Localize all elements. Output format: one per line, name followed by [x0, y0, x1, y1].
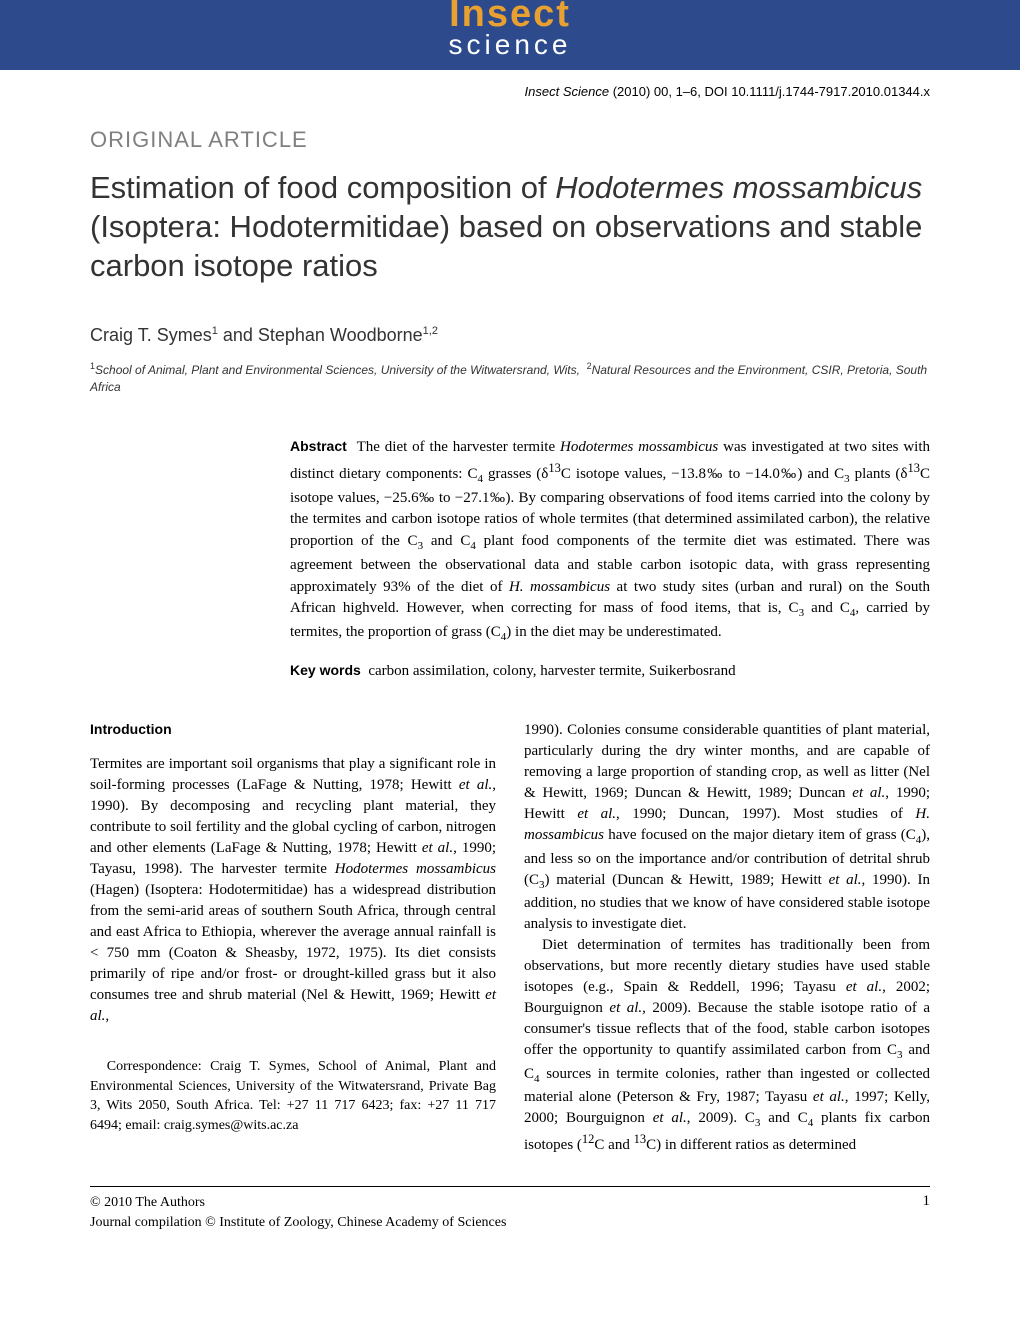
intro-para-2: 1990). Colonies consume considerable qua… — [524, 720, 930, 935]
journal-banner: Insect science — [0, 0, 1020, 70]
page-footer: © 2010 The Authors Journal compilation ©… — [90, 1186, 930, 1232]
intro-heading: Introduction — [90, 720, 496, 740]
citation-line: Insect Science (2010) 00, 1–6, DOI 10.11… — [90, 84, 930, 99]
footer-copyright: © 2010 The Authors Journal compilation ©… — [90, 1193, 506, 1232]
keywords-label: Key words — [290, 662, 361, 678]
keywords: Key words carbon assimilation, colony, h… — [290, 662, 930, 680]
keywords-text: carbon assimilation, colony, harvester t… — [368, 663, 735, 679]
page-container: Insect science Insect Science (2010) 00,… — [0, 0, 1020, 1292]
citation-journal: Insect Science — [525, 84, 610, 99]
article-title: Estimation of food composition of Hodote… — [90, 169, 930, 285]
title-post: (Isoptera: Hodotermitidae) based on obse… — [90, 209, 922, 283]
body-columns: Introduction Termites are important soil… — [90, 720, 930, 1156]
content-area: Insect Science (2010) 00, 1–6, DOI 10.11… — [0, 84, 1020, 1292]
journal-logo: Insect science — [449, 0, 572, 59]
abstract-block: Abstract The diet of the harvester termi… — [290, 436, 930, 681]
authors: Craig T. Symes1 and Stephan Woodborne1,2 — [90, 325, 930, 346]
page-number: 1 — [923, 1193, 931, 1232]
intro-para-1: Termites are important soil organisms th… — [90, 754, 496, 1027]
title-pre: Estimation of food composition of — [90, 170, 555, 205]
abstract-text: Abstract The diet of the harvester termi… — [290, 436, 930, 647]
logo-text-bottom: science — [449, 31, 572, 59]
column-left: Introduction Termites are important soil… — [90, 720, 496, 1156]
title-species: Hodotermes mossambicus — [555, 170, 922, 205]
citation-details: (2010) 00, 1–6, DOI 10.1111/j.1744-7917.… — [613, 84, 930, 99]
abstract-body: The diet of the harvester termite Hodote… — [290, 439, 930, 641]
copyright-line-2: Journal compilation © Institute of Zoolo… — [90, 1213, 506, 1233]
intro-para-3: Diet determination of termites has tradi… — [524, 935, 930, 1156]
abstract-label: Abstract — [290, 438, 347, 454]
column-right: 1990). Colonies consume considerable qua… — [524, 720, 930, 1156]
copyright-line-1: © 2010 The Authors — [90, 1193, 506, 1213]
affiliations: 1School of Animal, Plant and Environment… — [90, 360, 930, 396]
correspondence: Correspondence: Craig T. Symes, School o… — [90, 1057, 496, 1135]
article-type: ORIGINAL ARTICLE — [90, 127, 930, 153]
logo-text-top: Insect — [449, 0, 572, 31]
